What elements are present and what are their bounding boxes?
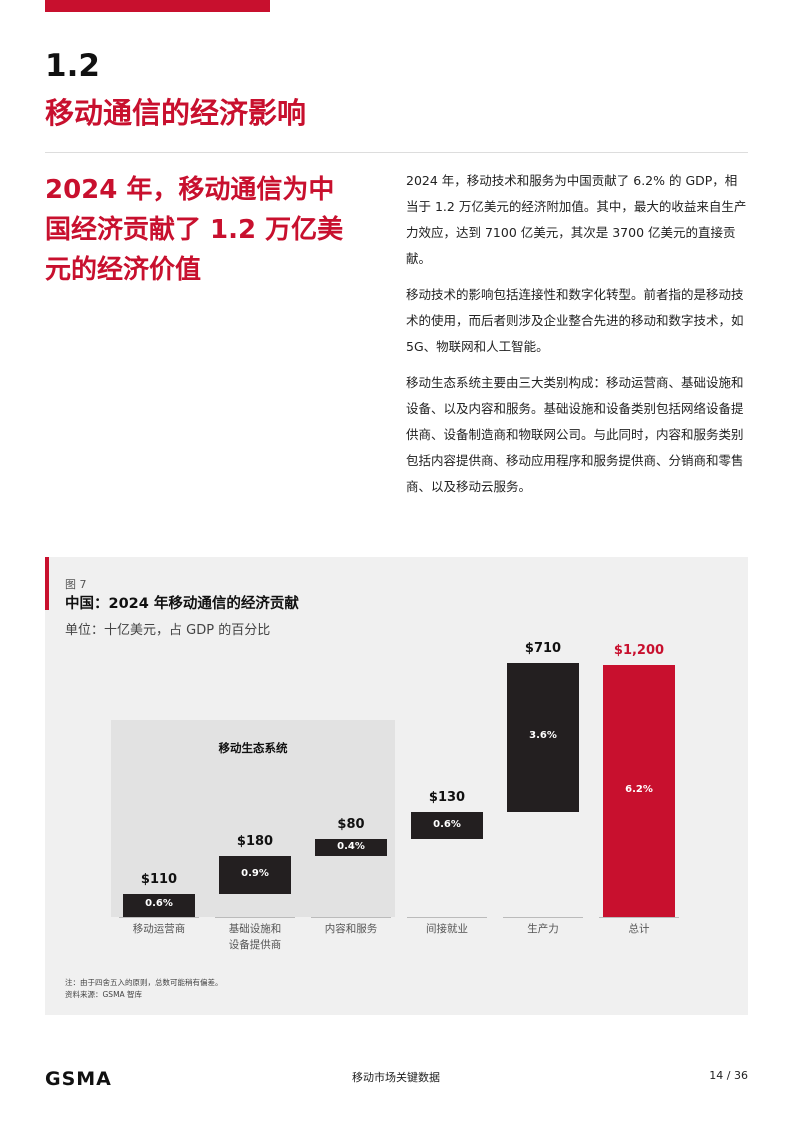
paragraph: 移动生态系统主要由三大类别构成：移动运营商、基础设施和设备、以及内容和服务。基础…	[406, 375, 744, 494]
bar	[219, 856, 291, 894]
note: 注：由于四舍五入的原则，总数可能稍有偏差。	[65, 978, 223, 987]
bar	[411, 812, 483, 840]
note: 资料来源：GSMA 智库	[65, 990, 143, 999]
share-label: 0.4%	[337, 840, 365, 852]
paragraph: 2024 年，移动技术和服务为中国贡献了 6.2% 的 GDP，相当于 1.2 …	[406, 173, 747, 266]
baseline	[215, 917, 295, 918]
share-label: 0.6%	[145, 898, 173, 910]
top-bar	[45, 0, 270, 12]
baseline	[599, 917, 679, 918]
value-label: $80	[337, 817, 365, 833]
value-label: $110	[140, 871, 178, 887]
headline: 2024 年，移动通信为中国经济贡献了 1.2 万亿美元的经济价值	[45, 175, 344, 285]
bar	[507, 662, 579, 812]
category-label: 生产力	[527, 923, 559, 935]
share-label: 0.9%	[241, 868, 269, 879]
share-label: 6.2%	[625, 784, 653, 795]
section-title: 移动通信的经济影响	[45, 96, 307, 130]
page-number: 14 / 36	[709, 1069, 748, 1082]
bar	[603, 665, 675, 917]
share-label: 0.6%	[433, 818, 461, 830]
category-label: 内容和服务	[324, 923, 378, 935]
share-label: 3.6%	[529, 730, 557, 742]
value-label: $130	[428, 790, 466, 805]
logo: GSMA	[45, 1068, 112, 1090]
baseline	[311, 917, 391, 918]
baseline	[119, 917, 199, 918]
figure-label: 图 7	[65, 578, 87, 591]
group-label: 移动生态系统	[218, 741, 288, 755]
value-label: $180	[236, 834, 274, 850]
chart-title: 中国：2024 年移动通信的经济贡献	[65, 596, 299, 612]
bar	[123, 893, 195, 917]
baseline	[503, 917, 583, 918]
category-label: 总计	[628, 923, 650, 935]
baseline	[407, 917, 487, 918]
divider	[45, 152, 748, 153]
chart-subtitle: 单位：十亿美元，占 GDP 的百分比	[65, 623, 271, 638]
category-label: 基础设施和设备提供商	[228, 923, 282, 951]
footer-title: 移动市场关键数据	[352, 1071, 440, 1084]
bar	[315, 839, 387, 857]
section-number: 1.2	[45, 48, 100, 84]
body-text: 2024 年，移动技术和服务为中国贡献了 6.2% 的 GDP，相当于 1.2 …	[406, 168, 748, 510]
category-label: 移动运营商	[132, 923, 186, 935]
category-label: 间接就业	[426, 923, 468, 935]
value-label: $710	[524, 640, 562, 656]
figure-accent	[45, 557, 49, 610]
figure: 图 7 中国：2024 年移动通信的经济贡献 单位：十亿美元，占 GDP 的百分…	[45, 557, 748, 1015]
paragraph: 移动技术的影响包括连接性和数字化转型。前者指的是移动技术的使用，而后者则涉及企业…	[406, 287, 744, 354]
value-label: $1,200	[613, 643, 665, 658]
